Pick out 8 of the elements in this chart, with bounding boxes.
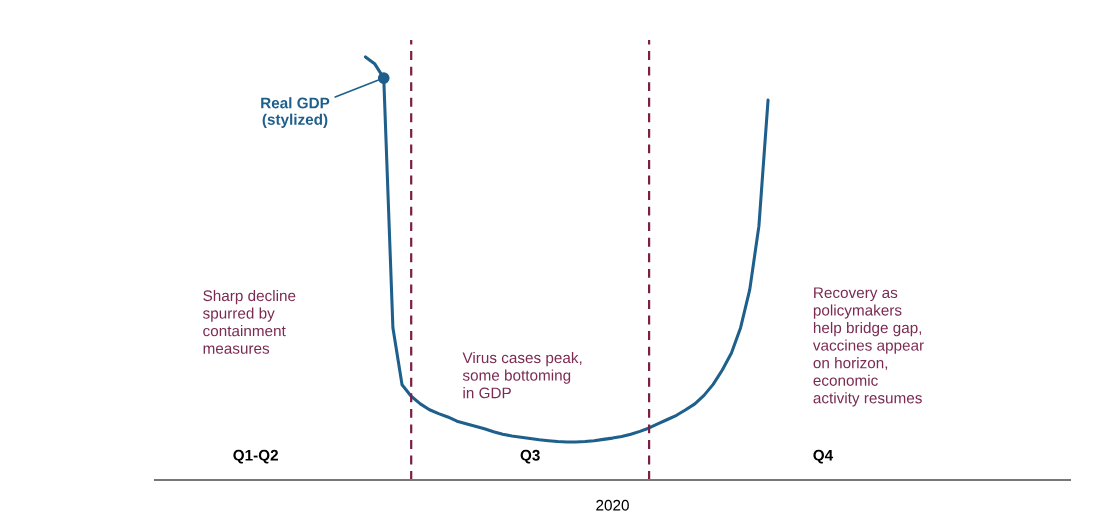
x-tick-label: Q1-Q2 bbox=[233, 449, 278, 464]
annotation: Recovery as policymakers help bridge gap, vaccines appear on horizon, economic activity resumes bbox=[812, 287, 924, 407]
x-tick-label: Q4 bbox=[813, 449, 834, 464]
annotation: Virus cases peak, some bottoming in GDP bbox=[462, 351, 582, 399]
x-tick-label: Q3 bbox=[520, 449, 540, 464]
annotation: Real GDP (stylized) bbox=[261, 97, 330, 128]
x-axis-title: 2020 bbox=[596, 499, 629, 511]
annotation: Sharp decline spurred by containment measures bbox=[203, 289, 296, 354]
